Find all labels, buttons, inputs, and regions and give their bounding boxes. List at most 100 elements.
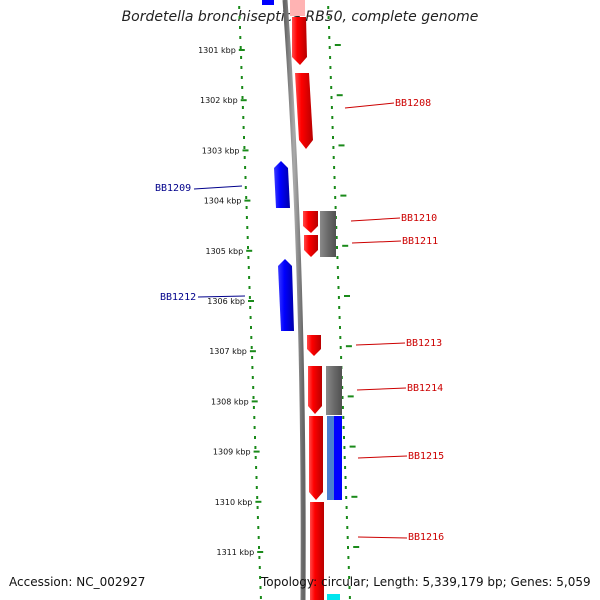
- scale-dot: [328, 26, 330, 29]
- scale-dot: [331, 126, 334, 129]
- scale-dot: [258, 556, 261, 559]
- scale-dot: [342, 416, 345, 419]
- gene-arrow-forward: [308, 366, 322, 414]
- scale-dot: [246, 236, 249, 239]
- scale-dot: [330, 96, 333, 99]
- gene-forward-partial: [310, 502, 324, 600]
- scale-major-tick: [255, 500, 262, 503]
- scale-tick-label: 1304 kbp: [204, 197, 242, 206]
- accession-text: Accession: NC_002927: [9, 575, 146, 589]
- scale-dot: [253, 416, 256, 419]
- scale-major-tick: [347, 395, 354, 398]
- scale-dot: [255, 476, 258, 479]
- scale-dot: [253, 426, 256, 429]
- scale-dot: [341, 406, 344, 409]
- scale-dot: [337, 276, 340, 279]
- scale-dot: [240, 76, 243, 79]
- scale-major-tick: [240, 99, 247, 102]
- gene-label-bb1209: BB1209: [155, 183, 191, 194]
- scale-dot: [329, 66, 332, 69]
- scale-dot: [341, 396, 344, 399]
- scale-dot: [241, 106, 244, 109]
- scale-dot: [338, 306, 341, 309]
- scale-dot: [330, 106, 333, 109]
- scale-dot: [328, 46, 331, 49]
- scale-major-tick: [248, 300, 254, 302]
- gene-label-bb1212: BB1212: [160, 292, 196, 303]
- scale-dot: [347, 556, 350, 559]
- gene-label-bb1210: BB1210: [401, 213, 437, 224]
- scale-major-tick: [342, 244, 349, 247]
- scale-dot: [328, 36, 331, 39]
- scale-dot: [252, 386, 255, 389]
- scale-dot: [252, 406, 255, 409]
- scale-dot: [348, 576, 351, 579]
- scale-dot: [256, 496, 259, 499]
- scale-dot: [250, 346, 253, 349]
- label-leader-line: [197, 295, 246, 298]
- feature-rna: [320, 211, 336, 257]
- scale-dot: [329, 76, 332, 79]
- scale-major-tick: [345, 345, 352, 348]
- scale-dot: [259, 576, 262, 579]
- scale-dot: [343, 436, 345, 439]
- scale-dot: [256, 516, 259, 519]
- label-leader-line: [357, 455, 408, 459]
- scale-dot: [258, 566, 261, 569]
- scale-tick-label: 1307 kbp: [209, 347, 247, 356]
- scale-dot: [243, 146, 246, 149]
- scale-dot: [345, 506, 348, 509]
- scale-dot: [248, 276, 251, 279]
- scale-dot: [343, 446, 346, 449]
- label-leader-line: [356, 387, 407, 391]
- gene-arrow-forward: [309, 416, 323, 500]
- scale-major-tick: [349, 445, 356, 448]
- scale-dot: [336, 266, 339, 269]
- scale-dot: [239, 46, 242, 49]
- scale-dot: [347, 566, 350, 569]
- scale-tick-label: 1308 kbp: [211, 397, 249, 406]
- scale-dot: [336, 246, 338, 249]
- scale-dot: [256, 506, 259, 509]
- label-leader-line: [350, 217, 401, 222]
- scale-dot: [259, 596, 262, 599]
- scale-dot: [247, 246, 249, 249]
- scale-dot: [331, 116, 334, 119]
- scale-dot: [242, 126, 245, 129]
- scale-dot: [335, 226, 338, 229]
- scale-tick-label: 1301 kbp: [198, 46, 236, 55]
- scale-dot: [246, 226, 249, 229]
- gene-arrow-forward: [304, 235, 318, 257]
- scale-dot: [345, 496, 348, 499]
- scale-dot: [248, 296, 251, 299]
- scale-dot: [346, 536, 349, 539]
- scale-dot: [255, 466, 258, 469]
- gene-label-bb1211: BB1211: [402, 236, 438, 247]
- label-leader-line: [351, 240, 402, 244]
- gene-arrow-forward: [292, 17, 307, 65]
- scale-dot: [336, 256, 339, 259]
- scale-dot: [338, 316, 341, 319]
- scale-dot: [332, 146, 335, 149]
- scale-dot: [245, 196, 248, 199]
- gene-label-bb1216: BB1216: [408, 532, 444, 543]
- scale-dot: [248, 286, 251, 289]
- scale-dot: [332, 136, 334, 139]
- scale-major-tick: [249, 350, 256, 353]
- scale-dot: [341, 386, 344, 389]
- scale-dot: [342, 426, 345, 429]
- scale-dot: [252, 396, 255, 399]
- scale-dot: [251, 366, 254, 369]
- scale-major-tick: [238, 49, 245, 51]
- scale-dot: [244, 166, 247, 169]
- scale-dot: [344, 486, 347, 489]
- scale-dot: [333, 186, 336, 189]
- scale-tick-label: 1306 kbp: [207, 297, 245, 306]
- scale-major-tick: [253, 450, 260, 453]
- scale-dot: [332, 156, 335, 159]
- scale-dot: [241, 96, 244, 99]
- scale-dot: [240, 56, 243, 59]
- scale-dot: [243, 156, 246, 159]
- scale-dot: [348, 596, 351, 599]
